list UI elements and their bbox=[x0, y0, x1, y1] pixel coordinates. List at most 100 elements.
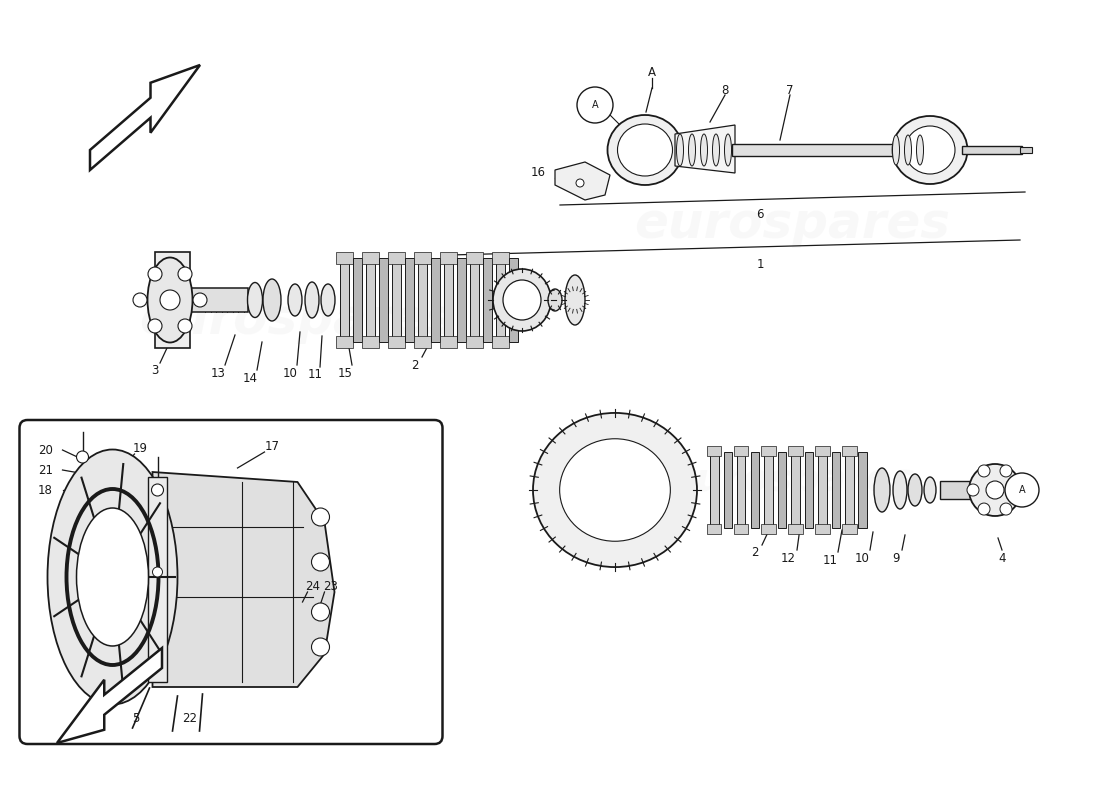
Bar bbox=[734, 446, 748, 456]
Circle shape bbox=[178, 267, 192, 281]
Polygon shape bbox=[155, 252, 190, 348]
Text: 23: 23 bbox=[323, 581, 338, 594]
Text: eurospares: eurospares bbox=[634, 200, 950, 248]
Bar bbox=[732, 144, 912, 156]
Text: 12: 12 bbox=[781, 551, 795, 565]
Circle shape bbox=[152, 484, 164, 496]
Text: 6: 6 bbox=[757, 209, 763, 222]
Text: 2: 2 bbox=[751, 546, 759, 558]
Text: 24: 24 bbox=[305, 581, 320, 594]
Polygon shape bbox=[556, 162, 610, 200]
Bar bbox=[858, 452, 867, 528]
Text: 16: 16 bbox=[530, 166, 546, 179]
Bar bbox=[444, 258, 453, 342]
Bar bbox=[418, 258, 427, 342]
Text: 7: 7 bbox=[786, 83, 794, 97]
Text: 5: 5 bbox=[132, 711, 140, 725]
Bar bbox=[336, 252, 353, 264]
Bar bbox=[842, 524, 857, 534]
Ellipse shape bbox=[47, 450, 177, 705]
Ellipse shape bbox=[689, 134, 695, 166]
Circle shape bbox=[578, 87, 613, 123]
Bar bbox=[707, 524, 722, 534]
Bar bbox=[707, 446, 722, 456]
Bar bbox=[388, 336, 405, 348]
Circle shape bbox=[160, 290, 180, 310]
Circle shape bbox=[311, 553, 330, 571]
Ellipse shape bbox=[147, 258, 192, 342]
Bar bbox=[1020, 147, 1032, 153]
Circle shape bbox=[311, 603, 330, 621]
Ellipse shape bbox=[534, 413, 697, 567]
Circle shape bbox=[148, 267, 162, 281]
Text: 10: 10 bbox=[855, 551, 869, 565]
Bar bbox=[710, 452, 718, 528]
Bar bbox=[761, 446, 776, 456]
Ellipse shape bbox=[248, 282, 263, 318]
Bar bbox=[366, 258, 375, 342]
Circle shape bbox=[967, 484, 979, 496]
Ellipse shape bbox=[892, 116, 968, 184]
Ellipse shape bbox=[916, 135, 924, 165]
Ellipse shape bbox=[904, 135, 912, 165]
Bar bbox=[724, 452, 732, 528]
Bar bbox=[188, 288, 248, 312]
Bar bbox=[392, 258, 402, 342]
Circle shape bbox=[311, 638, 330, 656]
Polygon shape bbox=[147, 477, 167, 682]
Bar bbox=[804, 452, 813, 528]
Ellipse shape bbox=[560, 438, 670, 542]
Bar bbox=[470, 258, 478, 342]
Bar bbox=[791, 452, 800, 528]
Ellipse shape bbox=[503, 280, 541, 320]
Circle shape bbox=[148, 319, 162, 333]
Text: 10: 10 bbox=[283, 366, 297, 379]
Bar bbox=[815, 446, 829, 456]
Ellipse shape bbox=[701, 134, 707, 166]
Circle shape bbox=[1005, 473, 1040, 507]
Bar bbox=[492, 252, 509, 264]
Ellipse shape bbox=[263, 279, 280, 321]
Circle shape bbox=[1011, 484, 1023, 496]
Bar bbox=[750, 452, 759, 528]
Polygon shape bbox=[57, 648, 162, 743]
Bar bbox=[362, 252, 380, 264]
Bar bbox=[388, 252, 405, 264]
Circle shape bbox=[986, 481, 1004, 499]
Bar bbox=[431, 258, 440, 342]
Bar bbox=[940, 481, 980, 499]
Bar bbox=[492, 336, 509, 348]
Text: A: A bbox=[1019, 485, 1025, 495]
Ellipse shape bbox=[725, 134, 732, 166]
Bar bbox=[962, 146, 1022, 154]
Polygon shape bbox=[675, 125, 735, 173]
Bar bbox=[788, 446, 803, 456]
Bar bbox=[496, 258, 505, 342]
Bar bbox=[788, 524, 803, 534]
Circle shape bbox=[311, 508, 330, 526]
Text: 8: 8 bbox=[722, 83, 728, 97]
Bar bbox=[336, 336, 353, 348]
Text: eurospares: eurospares bbox=[139, 296, 455, 344]
Text: 22: 22 bbox=[182, 711, 197, 725]
Text: eurospares: eurospares bbox=[669, 461, 915, 499]
Bar bbox=[832, 452, 840, 528]
Polygon shape bbox=[153, 472, 334, 687]
Text: 3: 3 bbox=[152, 363, 158, 377]
Ellipse shape bbox=[565, 275, 585, 325]
Ellipse shape bbox=[288, 284, 302, 316]
Bar bbox=[456, 258, 466, 342]
Ellipse shape bbox=[905, 126, 955, 174]
Text: 15: 15 bbox=[338, 366, 352, 379]
Text: 4: 4 bbox=[999, 551, 1005, 565]
Circle shape bbox=[153, 567, 163, 577]
Ellipse shape bbox=[321, 284, 336, 316]
Text: 21: 21 bbox=[39, 463, 53, 477]
Text: 11: 11 bbox=[823, 554, 837, 566]
Ellipse shape bbox=[607, 115, 682, 185]
Ellipse shape bbox=[676, 134, 683, 166]
Bar bbox=[405, 258, 414, 342]
Text: 1: 1 bbox=[757, 258, 763, 271]
Bar bbox=[440, 336, 456, 348]
Circle shape bbox=[133, 293, 147, 307]
